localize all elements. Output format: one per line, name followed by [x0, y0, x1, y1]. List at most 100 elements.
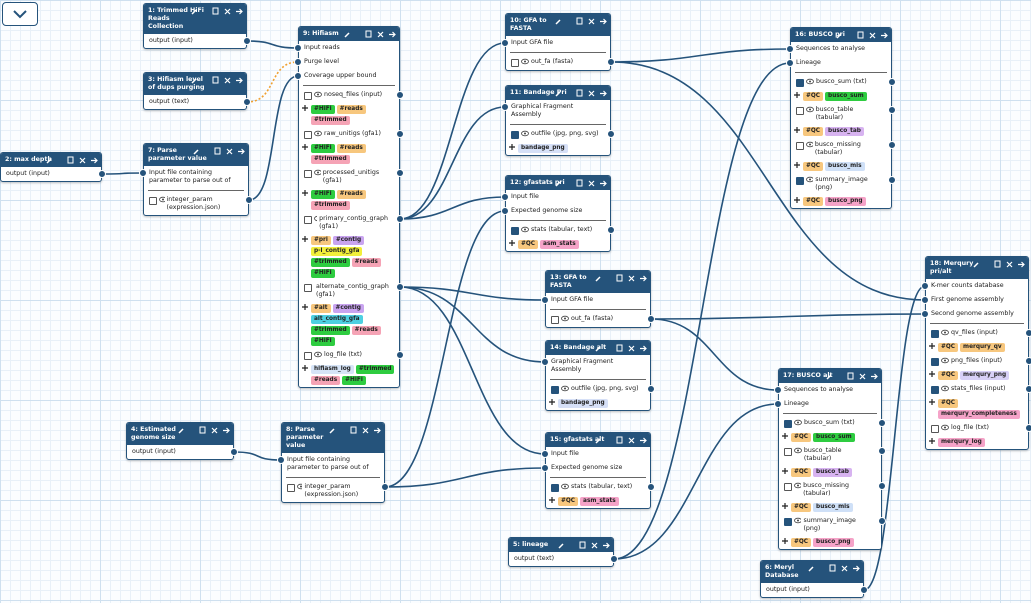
node-actions[interactable]: [836, 31, 888, 40]
input-terminal[interactable]: [541, 296, 549, 304]
visibility-icon[interactable]: [941, 329, 949, 336]
visibility-icon[interactable]: [561, 315, 569, 322]
add-tag[interactable]: [302, 144, 308, 150]
visibility-icon[interactable]: [806, 176, 814, 183]
input-terminal[interactable]: [786, 45, 794, 53]
workflow-node[interactable]: 16: BUSCO pri Sequences to analyse Lineage…: [786, 27, 896, 209]
visibility-icon[interactable]: [314, 351, 322, 358]
add-tag[interactable]: [302, 236, 308, 242]
add-tag[interactable]: [302, 365, 308, 371]
add-tag[interactable]: [302, 304, 308, 310]
add-tag[interactable]: [794, 92, 800, 98]
workflow-node[interactable]: 9: Hifiasm Input reads Purge level Coverage…: [294, 26, 404, 388]
workflow-node[interactable]: 4: Estimated genome size output (input): [126, 422, 238, 460]
input-terminal[interactable]: [277, 456, 285, 464]
node-actions[interactable]: [46, 156, 98, 165]
output-terminal[interactable]: [878, 447, 886, 455]
add-tag[interactable]: [509, 240, 515, 246]
input-terminal[interactable]: [921, 282, 929, 290]
add-tag[interactable]: [782, 468, 788, 474]
add-tag[interactable]: [929, 371, 935, 377]
node-actions[interactable]: [555, 17, 607, 26]
node-actions[interactable]: [193, 147, 245, 156]
output-terminal[interactable]: [647, 483, 655, 491]
visibility-icon[interactable]: [297, 483, 303, 490]
visibility-icon[interactable]: [941, 424, 949, 431]
workflow-node[interactable]: 2: max depth output (input): [0, 152, 106, 182]
checkbox[interactable]: [304, 216, 312, 224]
visibility-icon[interactable]: [159, 196, 165, 203]
add-tag[interactable]: [929, 438, 935, 444]
checkbox[interactable]: [551, 316, 559, 324]
add-tag[interactable]: [549, 497, 555, 503]
visibility-icon[interactable]: [806, 141, 813, 148]
visibility-icon[interactable]: [794, 482, 802, 489]
input-terminal[interactable]: [921, 296, 929, 304]
input-terminal[interactable]: [501, 103, 509, 111]
node-actions[interactable]: [191, 7, 243, 16]
checkbox[interactable]: [784, 420, 792, 428]
add-tag[interactable]: [794, 197, 800, 203]
output-terminal[interactable]: [647, 385, 655, 393]
output-terminal[interactable]: [1025, 385, 1031, 393]
node-actions[interactable]: [191, 76, 243, 85]
checkbox[interactable]: [931, 386, 939, 394]
workflow-node[interactable]: 18: Merqury pri/alt K-mer counts database…: [921, 256, 1031, 450]
input-terminal[interactable]: [774, 400, 782, 408]
workflow-node[interactable]: 14: Bandage alt Graphical Fragment Assemb…: [541, 340, 655, 411]
input-terminal[interactable]: [921, 310, 929, 318]
add-tag[interactable]: [782, 538, 788, 544]
input-terminal[interactable]: [501, 39, 509, 47]
checkbox[interactable]: [551, 386, 559, 394]
output-terminal[interactable]: [888, 106, 896, 114]
add-tag[interactable]: [782, 433, 788, 439]
visibility-icon[interactable]: [561, 385, 569, 392]
output-terminal[interactable]: [396, 215, 404, 223]
output-terminal[interactable]: [396, 283, 404, 291]
visibility-icon[interactable]: [521, 130, 529, 137]
output-terminal[interactable]: [888, 176, 896, 184]
output-terminal[interactable]: [396, 169, 404, 177]
output-terminal[interactable]: [243, 98, 251, 106]
input-terminal[interactable]: [294, 58, 302, 66]
checkbox[interactable]: [784, 518, 792, 526]
visibility-icon[interactable]: [314, 215, 318, 222]
node-actions[interactable]: [329, 426, 381, 435]
checkbox[interactable]: [287, 484, 295, 492]
node-actions[interactable]: [808, 564, 860, 573]
add-tag[interactable]: [302, 105, 308, 111]
checkbox[interactable]: [304, 131, 312, 139]
node-actions[interactable]: [595, 274, 647, 283]
node-actions[interactable]: [595, 344, 647, 353]
visibility-icon[interactable]: [561, 483, 569, 490]
visibility-icon[interactable]: [794, 517, 802, 524]
add-tag[interactable]: [794, 162, 800, 168]
add-tag[interactable]: [929, 399, 935, 405]
visibility-icon[interactable]: [521, 58, 529, 65]
visibility-icon[interactable]: [314, 169, 321, 176]
output-terminal[interactable]: [888, 78, 896, 86]
output-terminal[interactable]: [396, 351, 404, 359]
input-terminal[interactable]: [294, 44, 302, 52]
toggle-button[interactable]: [2, 2, 38, 26]
output-terminal[interactable]: [888, 141, 896, 149]
node-actions[interactable]: [555, 179, 607, 188]
output-terminal[interactable]: [860, 586, 868, 594]
input-terminal[interactable]: [786, 59, 794, 67]
checkbox[interactable]: [796, 142, 804, 150]
workflow-node[interactable]: 1: Trimmed HiFi Reads Collection output (…: [143, 3, 251, 49]
output-terminal[interactable]: [647, 315, 655, 323]
output-terminal[interactable]: [396, 130, 404, 138]
output-terminal[interactable]: [1025, 329, 1031, 337]
workflow-node[interactable]: 5: lineage output (text): [508, 537, 618, 567]
checkbox[interactable]: [149, 197, 157, 205]
visibility-icon[interactable]: [521, 226, 529, 233]
add-tag[interactable]: [929, 343, 935, 349]
node-actions[interactable]: [826, 372, 878, 381]
workflow-node[interactable]: 15: gfastats alt Input file Expected genom…: [541, 432, 655, 509]
checkbox[interactable]: [796, 177, 804, 185]
output-terminal[interactable]: [243, 37, 251, 45]
visibility-icon[interactable]: [794, 447, 802, 454]
input-terminal[interactable]: [541, 450, 549, 458]
output-terminal[interactable]: [607, 226, 615, 234]
